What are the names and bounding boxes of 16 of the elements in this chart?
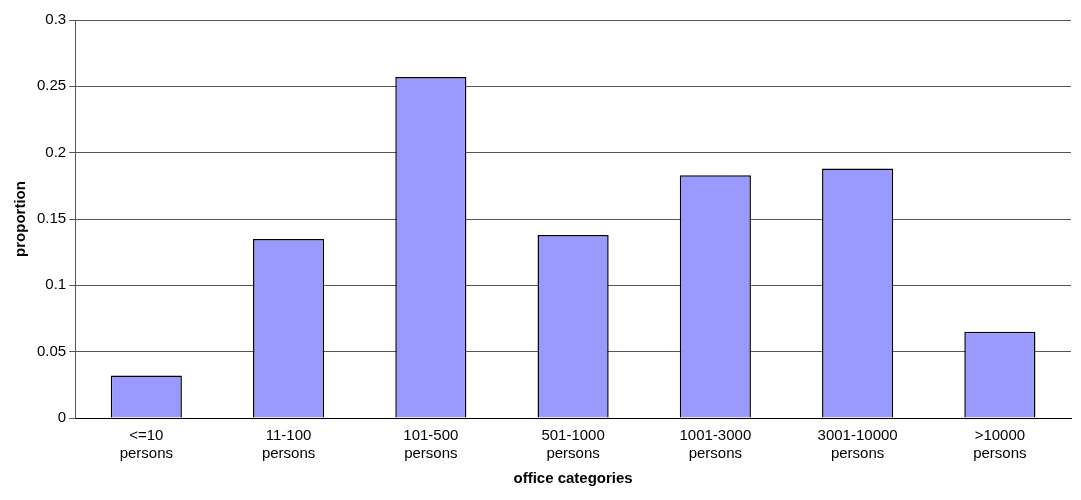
x-tick-label: <=10 persons <box>119 426 174 462</box>
x-tick-label: 101-500 persons <box>403 426 459 462</box>
y-tick-label: 0.3 <box>45 10 67 28</box>
y-tick-label: 0.1 <box>45 275 67 293</box>
y-tick-label: 0.05 <box>36 341 67 359</box>
y-tick-label: 0.2 <box>45 142 67 160</box>
y-tick-label: 0 <box>57 408 67 426</box>
y-tick-label: 0.15 <box>36 209 67 227</box>
y-tick-label: 0.25 <box>36 76 67 94</box>
x-tick-label: 501-1000 persons <box>541 426 605 462</box>
x-tick-label: 3001-10000 persons <box>817 426 898 462</box>
x-tick-label: >10000 persons <box>973 426 1027 462</box>
y-axis-title: proportion <box>11 181 29 257</box>
x-tick-label: 1001-3000 persons <box>679 426 752 462</box>
x-tick-label: 11-100 persons <box>261 426 316 462</box>
x-axis-title: office categories <box>513 469 633 487</box>
